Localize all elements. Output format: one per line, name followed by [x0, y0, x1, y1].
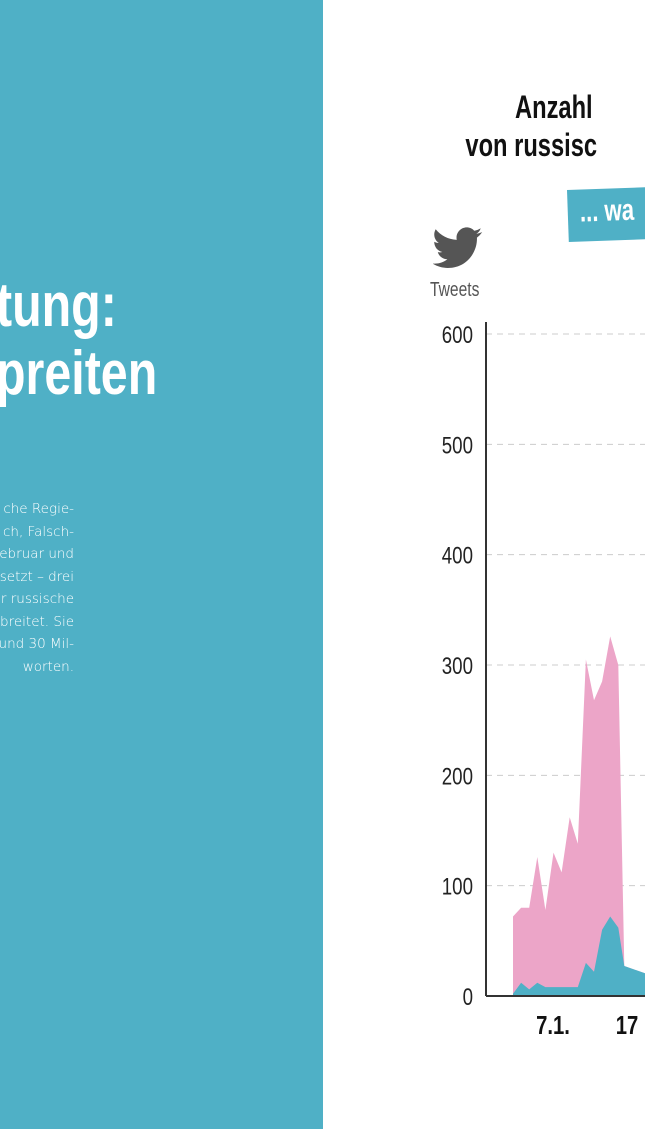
chart-title-line-2: von russisc — [465, 127, 598, 163]
area-chart: 0 100 200 300 400 500 600 7.1. 17 — [442, 322, 645, 1040]
body-line: setzt – drei — [0, 568, 74, 585]
body-line: und 30 Mil- — [0, 636, 74, 652]
headline: tung: preiten — [0, 272, 253, 408]
y-tick-label: 400 — [442, 542, 473, 569]
y-tick-label: 200 — [442, 763, 473, 790]
series-area-teal — [513, 916, 645, 996]
y-axis-unit-label: Tweets — [430, 279, 480, 301]
body-line: che Regie- — [3, 501, 74, 517]
body-text: che Regie- ch, Falsch- ebruar und setzt … — [0, 498, 74, 678]
y-tick-label: 100 — [442, 873, 473, 900]
body-line: er russische — [0, 591, 74, 607]
headline-line-2: preiten — [0, 339, 158, 408]
y-tick-label: 300 — [442, 653, 473, 680]
twitter-bird-icon — [433, 227, 483, 268]
x-tick-label: 7.1. — [536, 1011, 570, 1040]
chart-title: Anzahl von russisc — [465, 88, 597, 164]
body-line: ebruar und — [0, 546, 74, 562]
chart-title-line-1: Anzahl — [515, 89, 593, 125]
x-tick-label: 17 — [616, 1011, 639, 1040]
y-tick-label: 500 — [442, 432, 473, 459]
series-area-pink — [513, 636, 645, 996]
y-tick-label: 0 — [463, 984, 473, 1011]
chart-panel: Anzahl von russisc ... wa Tweets 0 100 200… — [323, 0, 645, 1129]
left-panel: tung: preiten che Regie- ch, Falsch- ebr… — [0, 0, 323, 1129]
body-line: worten. — [22, 658, 74, 675]
y-tick-label: 600 — [442, 322, 473, 349]
headline-line-1: tung: — [0, 271, 117, 340]
body-line: ch, Falsch- — [3, 523, 74, 540]
body-line: breitet. Sie — [0, 613, 74, 630]
